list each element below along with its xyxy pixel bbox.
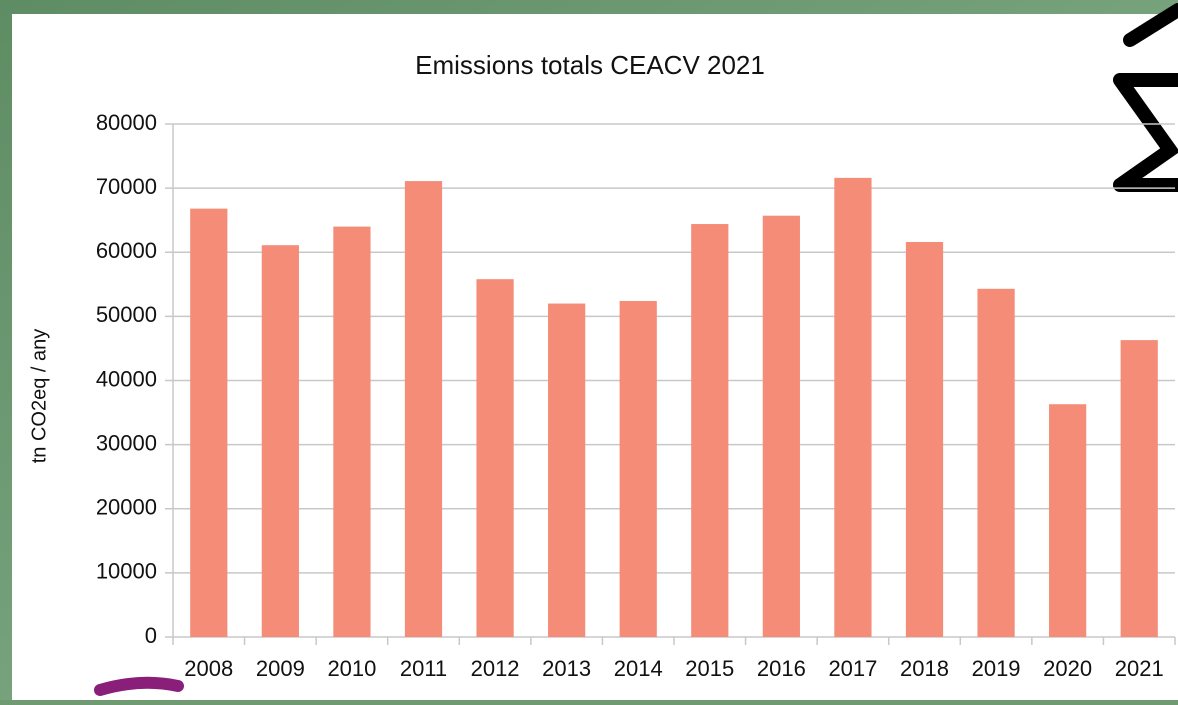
y-tick-label: 80000 xyxy=(96,110,157,135)
bar xyxy=(763,216,800,637)
bar xyxy=(190,209,227,637)
x-tick-label: 2021 xyxy=(1115,656,1164,681)
bar xyxy=(834,178,871,637)
bar xyxy=(333,227,370,637)
y-tick-label: 70000 xyxy=(96,174,157,199)
bar xyxy=(906,242,943,637)
bar xyxy=(262,245,299,637)
y-axis-label: tn CO2eq / any xyxy=(28,329,50,464)
bar xyxy=(405,181,442,637)
y-tick-label: 40000 xyxy=(96,366,157,391)
x-tick-label: 2010 xyxy=(327,656,376,681)
chart-title: Emissions totals CEACV 2021 xyxy=(415,50,765,80)
bar xyxy=(1121,340,1158,637)
chart: Emissions totals CEACV 2021 tn CO2eq / a… xyxy=(0,0,1178,700)
decoration xyxy=(100,683,178,690)
bar xyxy=(1049,404,1086,637)
x-tick-label: 2016 xyxy=(757,656,806,681)
bar xyxy=(548,304,585,637)
y-tick-label: 0 xyxy=(145,623,157,648)
y-tick-label: 60000 xyxy=(96,238,157,263)
x-tick-label: 2017 xyxy=(828,656,877,681)
bar xyxy=(977,289,1014,637)
y-tick-label: 20000 xyxy=(96,495,157,520)
bar xyxy=(620,301,657,637)
x-tick-label: 2014 xyxy=(614,656,663,681)
x-tick-label: 2015 xyxy=(685,656,734,681)
y-tick-label: 30000 xyxy=(96,430,157,455)
page: Emissions totals CEACV 2021 tn CO2eq / a… xyxy=(0,0,1178,700)
y-tick-label: 10000 xyxy=(96,559,157,584)
x-tick-label: 2008 xyxy=(184,656,233,681)
y-tick-label: 50000 xyxy=(96,302,157,327)
x-tick-label: 2011 xyxy=(400,656,447,681)
x-tick-label: 2019 xyxy=(972,656,1021,681)
x-tick-label: 2012 xyxy=(471,656,520,681)
x-tick-label: 2013 xyxy=(542,656,591,681)
x-tick-label: 2018 xyxy=(900,656,949,681)
bar xyxy=(476,279,513,637)
x-tick-label: 2009 xyxy=(256,656,305,681)
bar xyxy=(691,224,728,637)
x-tick-label: 2020 xyxy=(1043,656,1092,681)
